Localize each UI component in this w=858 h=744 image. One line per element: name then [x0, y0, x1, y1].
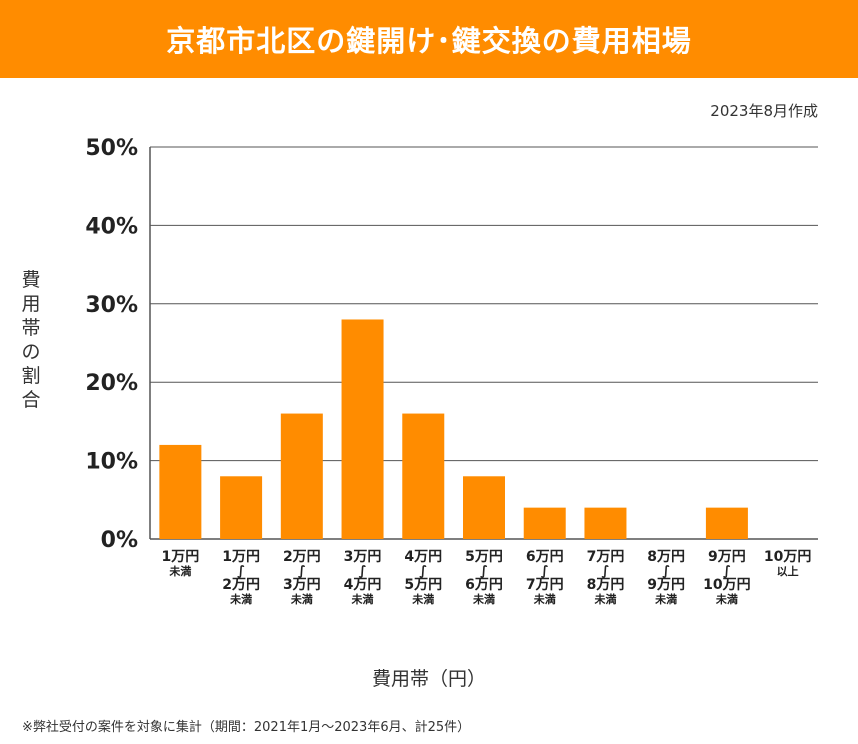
- x-tick-label: ∫: [480, 564, 488, 579]
- bar: [159, 444, 202, 539]
- x-tick-label: 1万円: [222, 549, 260, 565]
- y-tick-label: 10%: [85, 450, 138, 475]
- x-tick-label: 未満: [351, 592, 374, 606]
- footnote: ※弊社受付の案件を対象に集計（期間：2021年1月～2023年6月、計25件）: [22, 720, 471, 735]
- x-tick-label: 1万円: [161, 549, 199, 565]
- x-tick-label: 6万円: [526, 549, 564, 565]
- x-tick-label: 2万円: [283, 549, 321, 565]
- x-tick-label: 未満: [654, 592, 677, 606]
- x-tick-label: ∫: [601, 564, 609, 579]
- x-tick-label: 4万円: [404, 549, 442, 565]
- x-tick-label: ∫: [419, 564, 427, 579]
- x-tick-label: 5万円: [465, 549, 503, 565]
- x-tick-label: 未満: [472, 592, 495, 606]
- bar: [402, 413, 445, 539]
- bar: [523, 507, 566, 539]
- x-tick-label: ∫: [237, 564, 245, 579]
- bar: [705, 507, 748, 539]
- x-tick-label: 10万円: [703, 577, 750, 593]
- x-tick-label: 9万円: [647, 577, 685, 593]
- x-tick-label: ∫: [662, 564, 670, 579]
- bar: [463, 476, 505, 539]
- bar: [584, 507, 627, 539]
- y-tick-label: 20%: [85, 371, 138, 396]
- x-tick-label: 9万円: [708, 549, 746, 565]
- x-tick-label: 8万円: [587, 577, 625, 593]
- y-tick-label: 30%: [85, 293, 138, 318]
- x-tick-label: 未満: [593, 592, 616, 606]
- x-tick-label: 未満: [290, 592, 313, 606]
- x-tick-label: 3万円: [283, 577, 321, 593]
- bar: [220, 476, 263, 539]
- x-tick-label: 未満: [229, 592, 252, 606]
- x-tick-label: 10万円: [764, 549, 811, 565]
- created-date: 2023年8月作成: [710, 102, 818, 120]
- chart-title: 京都市北区の鍵開け･鍵交換の費用相場: [0, 0, 858, 78]
- x-tick-label: ∫: [723, 564, 731, 579]
- x-tick-label: ∫: [359, 564, 367, 579]
- x-tick-label: 6万円: [465, 577, 503, 593]
- y-tick-label: 50%: [85, 136, 138, 161]
- x-tick-label: ∫: [541, 564, 549, 579]
- x-tick-label: 未満: [533, 592, 556, 606]
- bar: [341, 319, 384, 539]
- x-tick-label: 未満: [411, 592, 434, 606]
- bar: [280, 413, 323, 539]
- x-tick-label: 未満: [168, 564, 191, 578]
- x-tick-label: 3万円: [344, 549, 382, 565]
- x-tick-label: 7万円: [587, 549, 625, 565]
- y-tick-label: 0%: [101, 528, 138, 553]
- x-tick-label: ∫: [298, 564, 306, 579]
- x-tick-label: 7万円: [526, 577, 564, 593]
- x-axis-label: 費用帯（円）: [371, 668, 486, 690]
- x-tick-label: 2万円: [222, 577, 260, 593]
- y-axis-label: 費用帯の割合: [21, 269, 41, 411]
- x-tick-label: 4万円: [344, 577, 382, 593]
- x-tick-label: 未満: [715, 592, 738, 606]
- y-tick-label: 40%: [85, 214, 138, 239]
- x-tick-label: 8万円: [647, 549, 685, 565]
- x-tick-label: 5万円: [404, 577, 442, 593]
- x-tick-label: 以上: [777, 564, 799, 578]
